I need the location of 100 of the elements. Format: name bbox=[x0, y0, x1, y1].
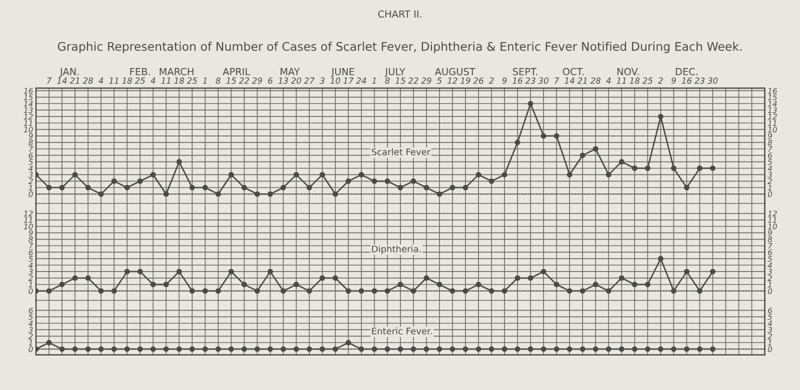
point bbox=[215, 191, 221, 197]
point bbox=[111, 288, 117, 294]
point bbox=[268, 191, 273, 197]
point bbox=[372, 178, 378, 184]
point bbox=[72, 172, 78, 178]
point bbox=[462, 184, 468, 190]
x-tick-label: 15 bbox=[226, 78, 236, 84]
x-tick-label: 29 bbox=[421, 77, 432, 84]
point bbox=[306, 288, 312, 294]
point bbox=[410, 288, 416, 294]
point bbox=[346, 178, 352, 184]
point bbox=[294, 172, 300, 178]
x-tick-label: 8 bbox=[216, 77, 220, 84]
point bbox=[150, 172, 156, 178]
text: MAY bbox=[280, 68, 300, 76]
point bbox=[540, 268, 546, 274]
point bbox=[254, 191, 260, 197]
point bbox=[176, 159, 182, 165]
x-tick-label: 14 bbox=[564, 78, 574, 84]
x-tick-label: 28 bbox=[590, 77, 601, 84]
point bbox=[528, 275, 534, 281]
point bbox=[580, 152, 586, 158]
point bbox=[228, 172, 234, 178]
point bbox=[592, 282, 598, 288]
point bbox=[384, 178, 390, 184]
point bbox=[332, 191, 338, 197]
x-tick-label: 22 bbox=[238, 77, 250, 84]
x-tick-label: 7 bbox=[47, 78, 52, 84]
x-tick-label: 30 bbox=[538, 77, 548, 84]
point bbox=[618, 275, 624, 281]
point bbox=[398, 184, 404, 190]
x-tick-label: 12 bbox=[448, 77, 458, 84]
x-tick-label: 22 bbox=[408, 77, 418, 84]
point bbox=[306, 184, 312, 190]
text: FEB. bbox=[130, 68, 150, 76]
point bbox=[436, 191, 442, 197]
x-tick-label: 9 bbox=[671, 77, 676, 84]
x-tick-label: 1 bbox=[372, 78, 376, 84]
x-tick-label: 19 bbox=[460, 77, 470, 84]
point bbox=[241, 184, 247, 190]
x-tick-label: 4 bbox=[606, 78, 611, 84]
x-tick-label: 2 bbox=[658, 77, 663, 84]
point bbox=[684, 268, 690, 274]
point bbox=[346, 288, 352, 294]
point bbox=[228, 268, 234, 274]
chart-subtitle: Graphic Representation of Number of Cases of Scarlet Fever, Diphtheria & Enteric Fever Notified During Each Week. bbox=[58, 42, 742, 54]
x-tick-label: 4 bbox=[98, 78, 104, 84]
text: OCT. bbox=[562, 68, 584, 76]
point bbox=[384, 288, 390, 294]
point bbox=[176, 268, 182, 274]
point bbox=[215, 288, 221, 294]
point bbox=[85, 184, 91, 190]
x-tick-label: 21 bbox=[577, 77, 587, 84]
point bbox=[358, 172, 364, 178]
point bbox=[554, 133, 560, 139]
point bbox=[592, 146, 598, 152]
point bbox=[696, 288, 702, 294]
point bbox=[241, 282, 247, 288]
x-tick-label: 23 bbox=[694, 77, 704, 84]
x-tick-label: 11 bbox=[161, 78, 170, 84]
x-tick-label: 17 bbox=[343, 78, 354, 84]
x-tick-label: 11 bbox=[616, 78, 626, 84]
point bbox=[163, 191, 169, 197]
x-tick-label: 18 bbox=[122, 77, 132, 84]
text: JUNE bbox=[330, 68, 354, 78]
point bbox=[59, 282, 65, 288]
x-tick-label: 5 bbox=[436, 78, 442, 84]
text: AUGUST bbox=[434, 68, 476, 76]
point bbox=[606, 172, 612, 178]
x-tick-label: 15 bbox=[396, 78, 406, 84]
x-tick-label: 26 bbox=[473, 77, 484, 84]
point bbox=[670, 288, 676, 294]
x-tick-label: 3 bbox=[320, 77, 324, 84]
x-tick-label: 7 bbox=[554, 78, 560, 84]
point bbox=[632, 165, 638, 171]
text: APRIL bbox=[222, 68, 250, 76]
x-tick-label: 10 bbox=[330, 77, 340, 84]
x-tick-label: 4 bbox=[150, 78, 156, 84]
point bbox=[566, 288, 572, 294]
point bbox=[424, 275, 430, 281]
x-tick-label: 18 bbox=[630, 77, 640, 84]
x-tick-label: 25 bbox=[134, 77, 145, 84]
point bbox=[46, 184, 52, 190]
point bbox=[111, 178, 117, 184]
point bbox=[85, 275, 91, 281]
point bbox=[644, 282, 650, 288]
x-tick-label: 20 bbox=[291, 77, 302, 84]
point bbox=[658, 114, 664, 120]
point bbox=[696, 165, 702, 171]
point bbox=[476, 282, 482, 288]
x-tick-label: 16 bbox=[512, 77, 522, 84]
x-tick-label: 9 bbox=[502, 77, 507, 84]
point bbox=[320, 275, 326, 281]
point bbox=[189, 184, 195, 190]
x-tick-label: 29 bbox=[252, 77, 262, 84]
x-tick-label: 13 bbox=[278, 77, 288, 84]
x-tick-label: 28 bbox=[82, 77, 93, 84]
point bbox=[436, 282, 442, 288]
point bbox=[124, 184, 130, 190]
point bbox=[280, 184, 286, 190]
